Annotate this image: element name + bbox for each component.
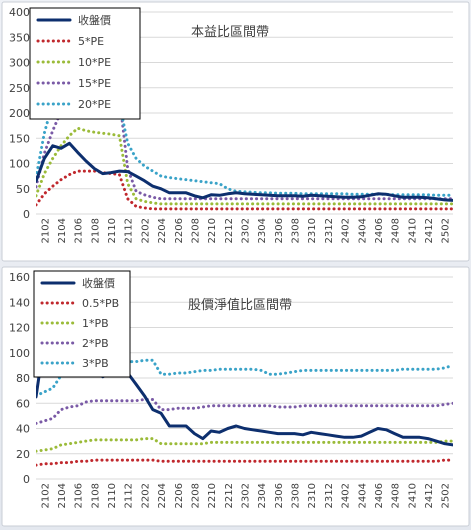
- legend-box: [33, 270, 131, 378]
- x-tick-label: 2502: [441, 483, 452, 508]
- series-line-3: [36, 398, 453, 425]
- x-tick-label: 2306: [274, 483, 285, 508]
- x-tick-label: 2102: [40, 483, 51, 508]
- x-tick-label: 2312: [324, 218, 335, 243]
- x-tick-label: 2112: [124, 483, 135, 508]
- x-tick-label: 2402: [341, 218, 352, 243]
- y-tick-label: 40: [16, 423, 30, 436]
- legend-label: 10*PE: [78, 56, 111, 69]
- series-line-3: [36, 83, 453, 201]
- x-tick-label: 2204: [157, 218, 168, 243]
- y-tick-label: 100: [9, 347, 30, 360]
- y-tick-label: 150: [9, 132, 30, 145]
- legend-label: 1*PB: [82, 317, 109, 330]
- y-tick-label: 140: [9, 296, 30, 309]
- legend-label: 收盤價: [78, 13, 111, 27]
- legend-label: 2*PB: [82, 337, 109, 350]
- y-tick-label: 120: [9, 322, 30, 335]
- y-tick-label: 0: [23, 208, 30, 221]
- series-line-2: [36, 437, 453, 453]
- x-tick-label: 2210: [207, 483, 218, 508]
- x-tick-label: 2212: [224, 483, 235, 508]
- y-tick-label: 50: [16, 183, 30, 196]
- x-tick-label: 2402: [341, 483, 352, 508]
- legend-label: 15*PE: [78, 77, 111, 90]
- chart-title: 股價淨值比區間帶: [188, 297, 292, 313]
- y-tick-label: 80: [16, 372, 30, 385]
- x-tick-label: 2206: [174, 483, 185, 508]
- x-tick-label: 2312: [324, 483, 335, 508]
- x-tick-label: 2108: [90, 218, 101, 243]
- x-tick-label: 2408: [391, 218, 402, 243]
- y-tick-label: 20: [16, 448, 30, 461]
- legend-label: 收盤價: [82, 276, 115, 290]
- pe-band-chart: 0 50 100 150 200 250 300 350 400 2102 2104 2106 2108…: [1, 1, 470, 262]
- legend-label: 5*PE: [78, 35, 104, 48]
- y-tick-label: 60: [16, 397, 30, 410]
- x-tick-label: 2108: [90, 483, 101, 508]
- series-line-0: [36, 141, 453, 202]
- y-tick-label: 160: [9, 271, 30, 284]
- x-tick-label: 2406: [374, 483, 385, 508]
- x-tick-label: 2308: [291, 218, 302, 243]
- x-tick-label: 2408: [391, 483, 402, 508]
- x-tick-label: 2406: [374, 218, 385, 243]
- series-line-1: [36, 458, 453, 467]
- x-tick-label: 2110: [107, 483, 118, 508]
- x-tick-label: 2410: [407, 483, 418, 508]
- x-tick-label: 2102: [40, 218, 51, 243]
- x-tick-label: 2210: [207, 218, 218, 243]
- y-tick-label: 250: [9, 82, 30, 95]
- x-tick-label: 2410: [407, 218, 418, 243]
- legend-label: 0.5*PB: [82, 297, 119, 310]
- x-tick-label: 2304: [257, 483, 268, 508]
- x-tick-label: 2302: [241, 218, 252, 243]
- x-tick-label: 2304: [257, 218, 268, 243]
- x-tick-label: 2308: [291, 483, 302, 508]
- x-tick-label: 2404: [357, 483, 368, 508]
- y-tick-label: 350: [9, 31, 30, 44]
- y-tick-label: 400: [9, 6, 30, 19]
- x-tick-label: 2306: [274, 218, 285, 243]
- x-tick-label: 2310: [307, 218, 318, 243]
- y-tick-label: 100: [9, 158, 30, 171]
- x-tick-label: 2206: [174, 218, 185, 243]
- x-tick-label: 2310: [307, 483, 318, 508]
- x-tick-label: 2106: [74, 218, 85, 243]
- x-tick-label: 2112: [124, 218, 135, 243]
- x-tick-label: 2202: [140, 218, 151, 243]
- x-tick-label: 2110: [107, 218, 118, 243]
- x-tick-label: 2302: [241, 483, 252, 508]
- legend-label: 3*PB: [82, 357, 109, 370]
- x-tick-label: 2412: [424, 218, 435, 243]
- x-tick-label: 2106: [74, 483, 85, 508]
- x-tick-label: 2404: [357, 218, 368, 243]
- x-tick-label: 2204: [157, 483, 168, 508]
- x-tick-label: 2208: [190, 483, 201, 508]
- chart-title: 本益比區間帶: [191, 25, 269, 40]
- x-tick-label: 2412: [424, 483, 435, 508]
- y-tick-label: 200: [9, 107, 30, 120]
- x-tick-label: 2208: [190, 218, 201, 243]
- x-tick-label: 2212: [224, 218, 235, 243]
- legend-label: 20*PE: [78, 98, 111, 111]
- pb-band-chart: 0 20 40 60 80 100 120 140 160 2102 2104 2106 2108 211…: [1, 266, 470, 527]
- x-tick-label: 2104: [57, 218, 68, 243]
- x-tick-label: 2104: [57, 483, 68, 508]
- x-tick-label: 2202: [140, 483, 151, 508]
- y-tick-label: 300: [9, 57, 30, 70]
- legend-box: [29, 7, 141, 120]
- y-tick-label: 0: [23, 473, 30, 486]
- x-tick-label: 2502: [441, 218, 452, 243]
